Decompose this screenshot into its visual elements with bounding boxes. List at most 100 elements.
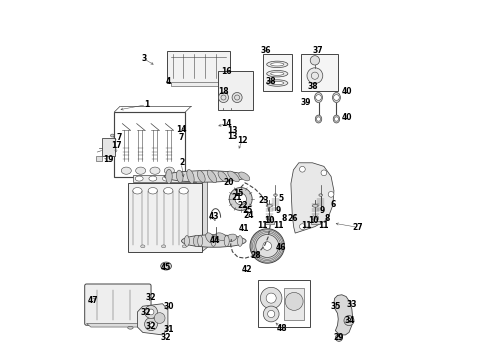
Circle shape bbox=[328, 192, 334, 197]
FancyBboxPatch shape bbox=[85, 284, 151, 325]
Ellipse shape bbox=[176, 176, 184, 181]
Ellipse shape bbox=[161, 245, 166, 248]
Ellipse shape bbox=[312, 216, 315, 220]
Text: 43: 43 bbox=[208, 212, 219, 221]
Text: 38: 38 bbox=[307, 82, 318, 91]
Text: 34: 34 bbox=[344, 316, 355, 325]
Bar bbox=[311, 221, 319, 224]
Ellipse shape bbox=[267, 61, 288, 68]
Circle shape bbox=[316, 95, 321, 100]
Ellipse shape bbox=[270, 216, 272, 220]
Text: 1: 1 bbox=[144, 100, 149, 109]
Ellipse shape bbox=[182, 245, 187, 248]
Text: 25: 25 bbox=[243, 206, 253, 215]
Text: 38: 38 bbox=[266, 77, 276, 86]
Circle shape bbox=[219, 93, 228, 103]
Ellipse shape bbox=[133, 188, 142, 194]
Circle shape bbox=[229, 188, 252, 211]
Circle shape bbox=[235, 193, 246, 205]
Text: 8: 8 bbox=[281, 214, 287, 223]
Circle shape bbox=[299, 224, 305, 229]
Ellipse shape bbox=[228, 171, 239, 182]
Bar bbox=[258, 280, 310, 327]
Text: 15: 15 bbox=[233, 189, 244, 198]
Text: 41: 41 bbox=[239, 224, 249, 233]
Circle shape bbox=[344, 316, 354, 325]
Text: 7: 7 bbox=[116, 133, 122, 142]
Ellipse shape bbox=[239, 172, 250, 181]
Ellipse shape bbox=[215, 233, 226, 240]
Text: 48: 48 bbox=[276, 324, 287, 333]
Text: 23: 23 bbox=[258, 196, 269, 205]
Text: 13: 13 bbox=[227, 132, 238, 141]
Circle shape bbox=[334, 117, 339, 121]
Text: 11: 11 bbox=[273, 221, 283, 230]
Circle shape bbox=[266, 293, 276, 303]
Circle shape bbox=[256, 234, 279, 257]
Circle shape bbox=[307, 68, 323, 84]
Circle shape bbox=[260, 287, 282, 309]
Circle shape bbox=[268, 310, 275, 318]
Circle shape bbox=[250, 229, 285, 263]
Polygon shape bbox=[334, 295, 353, 335]
Ellipse shape bbox=[184, 235, 190, 246]
Text: 2: 2 bbox=[180, 158, 185, 167]
Bar bbox=[285, 288, 304, 320]
Circle shape bbox=[310, 56, 319, 65]
Ellipse shape bbox=[333, 93, 341, 103]
Ellipse shape bbox=[218, 171, 227, 182]
Ellipse shape bbox=[207, 170, 217, 183]
Text: 11: 11 bbox=[257, 221, 268, 230]
Bar bbox=[167, 51, 230, 83]
Ellipse shape bbox=[150, 167, 160, 174]
Circle shape bbox=[347, 319, 351, 323]
Circle shape bbox=[334, 95, 339, 100]
Text: 30: 30 bbox=[164, 302, 174, 311]
Text: 4: 4 bbox=[165, 77, 171, 86]
Bar bbox=[218, 71, 253, 110]
Text: 24: 24 bbox=[244, 211, 254, 220]
Text: 26: 26 bbox=[287, 214, 297, 223]
Ellipse shape bbox=[164, 167, 174, 174]
Text: 42: 42 bbox=[242, 265, 252, 274]
Ellipse shape bbox=[270, 72, 284, 75]
Text: 37: 37 bbox=[312, 46, 323, 55]
Circle shape bbox=[338, 336, 341, 339]
Text: 22: 22 bbox=[237, 201, 247, 210]
Circle shape bbox=[321, 170, 327, 176]
Ellipse shape bbox=[270, 63, 284, 66]
Text: 40: 40 bbox=[342, 113, 352, 122]
Ellipse shape bbox=[122, 167, 131, 174]
Ellipse shape bbox=[316, 216, 318, 220]
Text: 46: 46 bbox=[275, 243, 286, 252]
Circle shape bbox=[154, 313, 165, 323]
Polygon shape bbox=[202, 179, 207, 252]
Text: 47: 47 bbox=[87, 296, 98, 305]
Text: 17: 17 bbox=[111, 141, 122, 150]
Text: 16: 16 bbox=[221, 67, 232, 76]
Text: 31: 31 bbox=[164, 325, 174, 334]
Ellipse shape bbox=[206, 233, 215, 243]
Ellipse shape bbox=[179, 188, 188, 194]
Ellipse shape bbox=[161, 262, 171, 270]
Text: 11: 11 bbox=[301, 221, 312, 230]
Ellipse shape bbox=[128, 326, 133, 329]
Circle shape bbox=[148, 309, 154, 315]
Ellipse shape bbox=[111, 134, 114, 137]
Text: 18: 18 bbox=[218, 86, 229, 95]
Text: 32: 32 bbox=[146, 322, 156, 331]
Text: 6: 6 bbox=[330, 200, 336, 209]
Ellipse shape bbox=[270, 81, 284, 85]
Circle shape bbox=[317, 117, 320, 121]
Ellipse shape bbox=[238, 235, 243, 246]
Text: 14: 14 bbox=[221, 119, 232, 128]
Text: 32: 32 bbox=[160, 333, 171, 342]
Ellipse shape bbox=[315, 93, 322, 103]
Ellipse shape bbox=[225, 234, 237, 242]
Ellipse shape bbox=[181, 235, 246, 247]
Ellipse shape bbox=[267, 80, 288, 86]
Circle shape bbox=[299, 166, 305, 172]
Ellipse shape bbox=[267, 204, 272, 207]
Circle shape bbox=[263, 306, 279, 322]
Circle shape bbox=[285, 292, 303, 310]
